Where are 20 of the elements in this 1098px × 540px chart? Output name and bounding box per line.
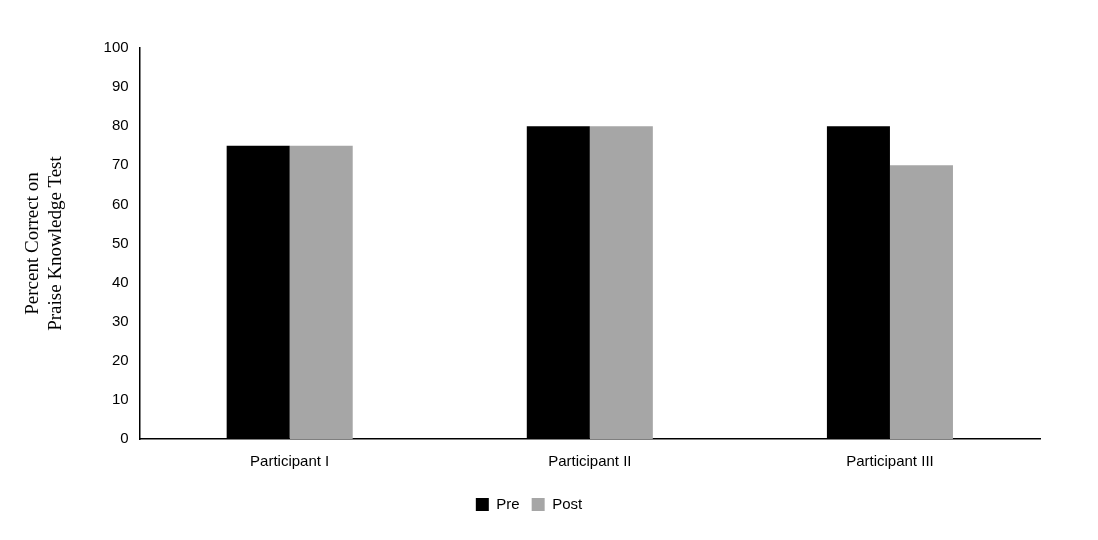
bar [589,126,653,439]
y-tick-label: 20 [111,350,129,368]
y-tick-label: 30 [111,311,129,329]
y-tick-label: 100 [103,38,129,56]
y-tick-label: 50 [111,233,129,251]
y-tick-label: 70 [111,155,129,173]
legend-label: Pre [496,494,520,512]
y-tick-label: 80 [111,116,129,134]
y-axis-title: Percent Correct on Praise Knowledge Test [21,155,66,331]
y-tick-label: 10 [111,390,129,408]
x-tick-label: Participant III [846,452,934,470]
y-tick-label: 90 [111,77,129,95]
y-tick-label: 0 [120,429,129,447]
bar [889,165,953,439]
x-tick-label: Participant I [250,452,330,470]
x-tick-label: Participant II [548,452,632,470]
legend-label: Post [552,494,584,512]
y-tick-label: 40 [111,272,129,290]
bar [289,145,353,439]
y-tick-label: 60 [111,194,129,212]
